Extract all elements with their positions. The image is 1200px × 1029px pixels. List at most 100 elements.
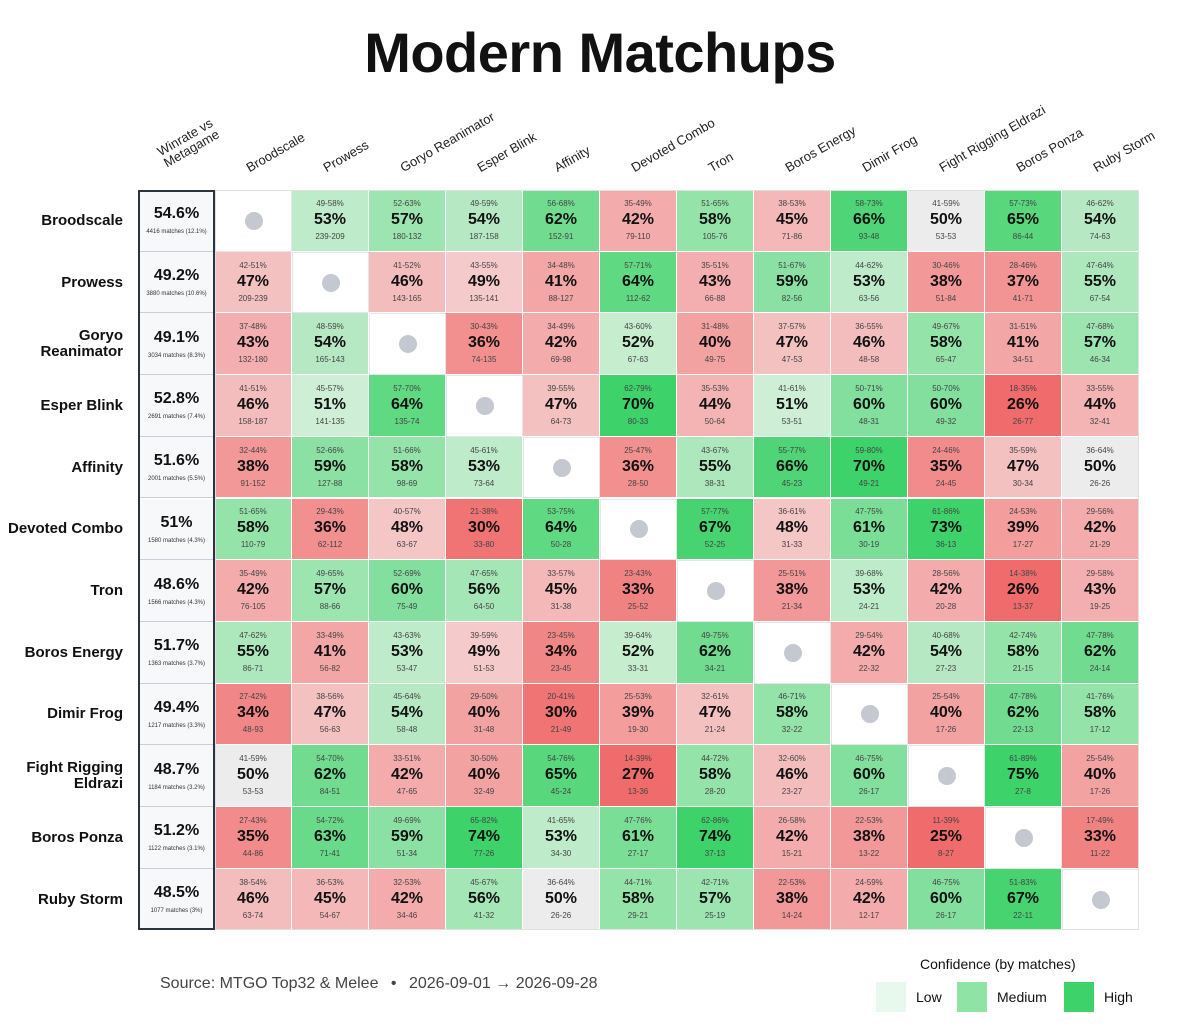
matchup-winrate: 58% (1083, 704, 1117, 722)
match-record: 51-84 (935, 293, 957, 303)
matchup-cell: 42-74% 58% 21-15 (985, 621, 1062, 684)
confidence-interval: 39-55% (547, 383, 575, 393)
matchup-winrate: 47% (236, 272, 270, 290)
confidence-interval: 25-47% (624, 445, 652, 455)
overall-winrate: 51% (160, 513, 193, 531)
confidence-interval: 35-53% (701, 383, 729, 393)
overall-matches: 2691 matches (7.4%) (147, 414, 206, 421)
confidence-interval: 45-61% (470, 445, 498, 455)
matchup-cell: 49-69% 59% 51-34 (369, 807, 446, 869)
confidence-interval: 29-43% (316, 507, 344, 517)
matchup-winrate: 60% (852, 395, 886, 413)
matchup-cell: 24-46% 35% 24-45 (908, 436, 985, 499)
confidence-interval: 51-66% (393, 445, 421, 455)
matchup-winrate: 47% (544, 395, 578, 413)
confidence-interval: 49-67% (932, 322, 960, 332)
match-record: 180-132 (392, 231, 422, 241)
matchup-winrate: 49% (467, 272, 501, 290)
overall-matches: 4416 matches (12.1%) (146, 229, 207, 236)
matchup-cell: 52-63% 57% 180-132 (369, 190, 446, 252)
matchup-cell: 51-65% 58% 105-76 (677, 190, 754, 252)
matchup-winrate: 58% (390, 457, 424, 475)
overall-cell-devoted-combo: 51% 1580 matches (4.3%) (138, 498, 215, 561)
matchup-cell: 51-65% 58% 110-79 (215, 498, 292, 561)
matchup-winrate: 42% (929, 581, 963, 599)
matchup-winrate: 33% (621, 581, 655, 599)
matchup-winrate: 47% (1006, 457, 1040, 475)
confidence-interval: 57-70% (393, 383, 421, 393)
matchup-winrate: 67% (698, 519, 732, 537)
matchup-winrate: 62% (313, 766, 347, 784)
diagonal-cell (600, 498, 677, 561)
matchup-cell: 47-62% 55% 86-71 (215, 621, 292, 684)
confidence-interval: 42-71% (701, 877, 729, 887)
matchup-winrate: 39% (621, 704, 655, 722)
confidence-interval: 14-38% (1009, 569, 1037, 579)
overall-cell-goryo-reanimator: 49.1% 3034 matches (8.3%) (138, 313, 215, 376)
matchup-cell: 45-57% 51% 141-135 (292, 375, 369, 437)
confidence-interval: 25-54% (932, 692, 960, 702)
confidence-interval: 50-70% (932, 383, 960, 393)
matchup-winrate: 62% (698, 642, 732, 660)
overall-matches: 1580 matches (4.3%) (147, 537, 206, 544)
matchup-cell: 48-59% 54% 165-143 (292, 313, 369, 376)
matchup-winrate: 57% (313, 581, 347, 599)
match-record: 82-56 (781, 293, 803, 303)
diagonal-dot-icon (475, 396, 494, 415)
matchup-winrate: 40% (1083, 766, 1117, 784)
matchup-cell: 33-51% 42% 47-65 (369, 745, 446, 807)
chart-title: Modern Matchups (364, 21, 836, 84)
confidence-interval: 45-64% (393, 692, 421, 702)
confidence-interval: 46-62% (1086, 198, 1114, 208)
diagonal-dot-icon (1014, 828, 1033, 847)
matchup-cell: 36-64% 50% 26-26 (1062, 436, 1139, 499)
matchup-winrate: 66% (852, 210, 886, 228)
confidence-interval: 47-75% (855, 507, 883, 517)
match-record: 26-26 (1089, 478, 1111, 488)
overall-matches: 1184 matches (3.2%) (148, 784, 205, 791)
matchup-winrate: 43% (236, 334, 270, 352)
match-record: 71-41 (319, 848, 341, 858)
matchup-cell: 57-73% 65% 86-44 (985, 190, 1062, 252)
matchup-cell: 41-59% 50% 53-53 (908, 190, 985, 252)
confidence-interval: 62-79% (624, 383, 652, 393)
match-record: 30-34 (1012, 478, 1034, 488)
confidence-interval: 44-71% (624, 877, 652, 887)
match-record: 209-239 (238, 293, 268, 303)
matchup-winrate: 54% (467, 210, 501, 228)
confidence-interval: 57-73% (1009, 198, 1037, 208)
matchup-cell: 29-58% 43% 19-25 (1062, 560, 1139, 622)
matchup-cell: 47-68% 57% 46-34 (1062, 313, 1139, 376)
matchup-winrate: 65% (544, 766, 578, 784)
confidence-interval: 22-53% (855, 815, 883, 825)
confidence-interval: 47-62% (239, 630, 267, 640)
confidence-interval: 41-65% (547, 815, 575, 825)
match-record: 74-135 (471, 355, 497, 365)
confidence-interval: 38-53% (778, 198, 806, 208)
matchup-cell: 49-59% 54% 187-158 (446, 190, 523, 252)
confidence-interval: 54-70% (316, 754, 344, 764)
confidence-interval: 53-75% (547, 507, 575, 517)
matchup-winrate: 58% (775, 704, 809, 722)
match-record: 41-32 (473, 910, 495, 920)
match-record: 22-11 (1013, 910, 1033, 920)
matchup-cell: 36-64% 50% 26-26 (523, 868, 600, 931)
matchup-winrate: 27% (621, 766, 655, 784)
overall-winrate: 49.2% (153, 267, 200, 285)
match-record: 84-51 (319, 787, 341, 797)
matchup-winrate: 38% (775, 889, 809, 907)
confidence-interval: 49-58% (316, 198, 344, 208)
matchup-cell: 46-75% 60% 26-17 (831, 745, 908, 807)
confidence-interval: 43-60% (624, 322, 652, 332)
confidence-interval: 36-64% (1086, 445, 1114, 455)
matchup-cell: 46-75% 60% 26-17 (908, 868, 985, 931)
matchup-cell: 34-49% 42% 69-98 (523, 313, 600, 376)
match-record: 17-27 (1012, 540, 1034, 550)
matchup-winrate: 34% (236, 704, 270, 722)
match-record: 22-13 (1012, 725, 1034, 735)
match-record: 143-165 (392, 293, 422, 303)
matchup-winrate: 38% (852, 827, 886, 845)
column-header-esper-blink: Esper Blink (474, 129, 539, 175)
confidence-interval: 58-73% (855, 198, 883, 208)
match-record: 24-14 (1089, 663, 1111, 673)
